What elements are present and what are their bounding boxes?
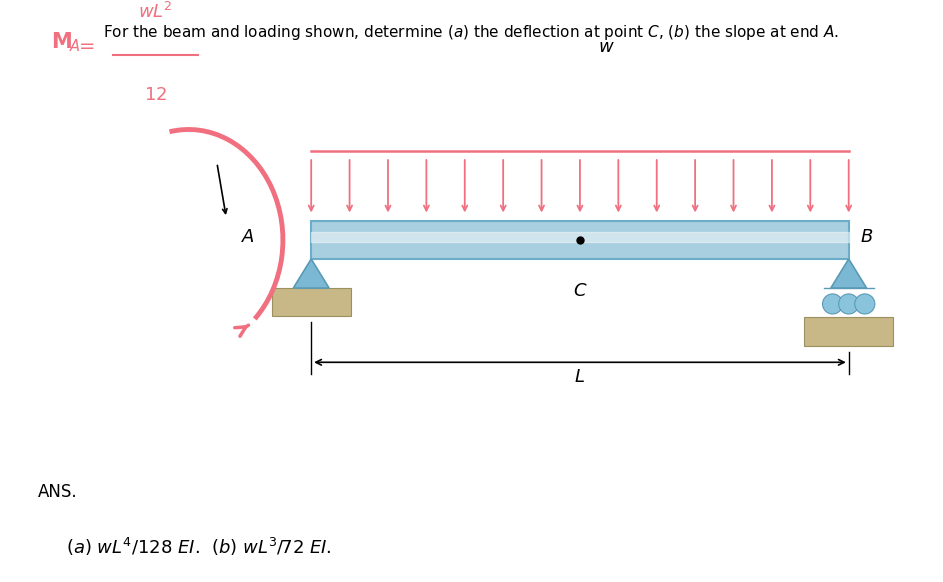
Text: For the beam and loading shown, determine ($a$) the deflection at point $C$, ($b: For the beam and loading shown, determin…: [104, 23, 839, 42]
Text: L: L: [575, 368, 585, 386]
Polygon shape: [831, 259, 867, 288]
Polygon shape: [293, 259, 329, 288]
Circle shape: [822, 294, 843, 314]
Text: ANS.: ANS.: [38, 483, 77, 501]
Text: ($a$) $wL^4$/128 $EI$.  ($b$) $wL^3$/72 $EI$.: ($a$) $wL^4$/128 $EI$. ($b$) $wL^3$/72 $…: [66, 535, 332, 558]
Text: C: C: [573, 282, 587, 300]
Text: $\mathbf{M}_{\!A}$: $\mathbf{M}_{\!A}$: [51, 30, 81, 54]
Text: B: B: [860, 228, 872, 246]
Text: $w$: $w$: [599, 38, 615, 55]
Bar: [311, 221, 849, 259]
Bar: [272, 288, 351, 315]
Text: $12$: $12$: [144, 86, 167, 104]
Text: $wL^2$: $wL^2$: [139, 2, 173, 22]
Text: $=$: $=$: [75, 35, 95, 54]
Bar: [804, 317, 894, 346]
Text: A: A: [242, 228, 255, 246]
Circle shape: [854, 294, 875, 314]
Circle shape: [838, 294, 859, 314]
